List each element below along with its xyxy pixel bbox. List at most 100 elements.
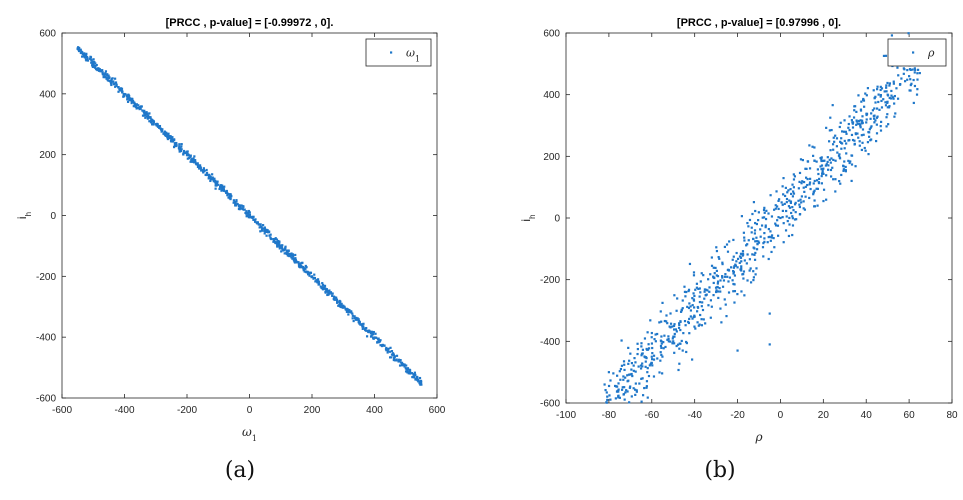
- data-point: [764, 226, 767, 229]
- data-point: [403, 365, 406, 368]
- data-point: [390, 356, 393, 359]
- data-point: [104, 72, 107, 75]
- data-point: [835, 145, 838, 148]
- data-point: [108, 76, 111, 79]
- data-point: [636, 352, 639, 356]
- data-point: [673, 335, 676, 338]
- data-point: [767, 227, 770, 231]
- data-point: [743, 294, 746, 297]
- data-point: [850, 179, 853, 183]
- data-point: [751, 253, 754, 256]
- data-point: [412, 373, 415, 376]
- data-point: [251, 215, 254, 218]
- data-point: [834, 190, 837, 193]
- y-tick-label: -400: [36, 333, 56, 344]
- data-point: [651, 364, 654, 367]
- data-point: [608, 394, 611, 397]
- data-point: [808, 183, 811, 186]
- data-point: [822, 199, 825, 203]
- data-point: [889, 97, 893, 100]
- data-point: [816, 168, 819, 171]
- data-point: [736, 349, 739, 352]
- data-point: [798, 205, 801, 209]
- data-point: [322, 286, 325, 289]
- data-point: [97, 69, 101, 72]
- x-tick-label: -600: [52, 405, 72, 416]
- data-point: [410, 372, 414, 375]
- data-point: [127, 94, 130, 97]
- data-point: [902, 72, 905, 75]
- data-point: [629, 373, 632, 376]
- data-point: [328, 289, 331, 292]
- data-point: [609, 379, 612, 382]
- data-point: [687, 288, 691, 291]
- data-point: [278, 247, 281, 250]
- data-point: [80, 51, 83, 55]
- data-point: [882, 54, 886, 58]
- data-point: [848, 139, 851, 142]
- data-point: [847, 122, 850, 126]
- data-point: [622, 393, 626, 396]
- data-point: [398, 364, 402, 367]
- data-point: [640, 352, 644, 355]
- data-point: [693, 314, 696, 317]
- data-point: [906, 78, 909, 81]
- data-point: [663, 319, 666, 323]
- data-point: [175, 144, 178, 147]
- data-point: [168, 135, 172, 139]
- data-point: [733, 283, 736, 286]
- data-point: [257, 223, 260, 226]
- data-point: [177, 147, 180, 150]
- x-tick-label: 400: [366, 405, 383, 416]
- data-point: [693, 306, 696, 309]
- data-point: [77, 46, 80, 49]
- data-point: [247, 216, 250, 219]
- data-point: [673, 323, 676, 326]
- data-point: [246, 212, 249, 215]
- data-point: [383, 344, 386, 347]
- data-point: [860, 122, 863, 125]
- data-point: [865, 112, 869, 115]
- data-point: [805, 167, 808, 170]
- data-point: [890, 89, 893, 93]
- data-point: [752, 237, 755, 241]
- data-point: [913, 71, 916, 74]
- data-point: [754, 251, 757, 255]
- data-point: [632, 364, 635, 367]
- data-point: [152, 121, 156, 124]
- data-point: [725, 243, 729, 246]
- data-point: [754, 273, 757, 276]
- data-point: [259, 230, 262, 233]
- data-point: [604, 388, 607, 392]
- data-point: [781, 216, 784, 219]
- data-point: [704, 322, 707, 325]
- data-point: [755, 267, 758, 270]
- data-point: [392, 353, 395, 356]
- data-point: [191, 160, 194, 163]
- data-point: [715, 290, 718, 294]
- data-point: [623, 368, 626, 372]
- data-point: [327, 293, 330, 296]
- data-point: [773, 208, 776, 211]
- data-point: [688, 302, 691, 305]
- data-point: [647, 343, 650, 346]
- chart-title: [PRCC , p-value] = [0.97996 , 0].: [677, 17, 841, 29]
- data-point: [325, 288, 328, 291]
- data-point: [875, 123, 878, 126]
- data-point: [400, 363, 404, 366]
- data-point: [740, 265, 743, 268]
- data-point: [645, 386, 648, 389]
- data-point: [854, 132, 857, 135]
- data-point: [651, 352, 654, 355]
- data-point: [171, 140, 174, 143]
- data-point: [280, 250, 283, 253]
- data-point: [92, 58, 95, 61]
- data-point: [770, 236, 773, 239]
- data-point: [776, 224, 780, 227]
- data-point: [671, 342, 674, 345]
- data-point: [876, 88, 879, 91]
- data-point: [416, 376, 419, 379]
- data-point: [736, 266, 739, 269]
- data-point: [682, 332, 685, 335]
- data-point: [694, 327, 697, 330]
